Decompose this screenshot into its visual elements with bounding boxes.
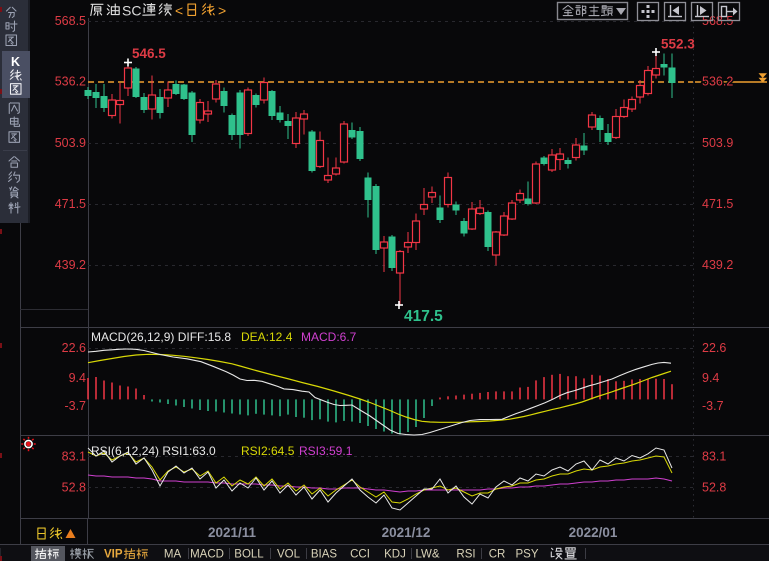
svg-text:>: > bbox=[218, 3, 226, 19]
svg-text:83.1: 83.1 bbox=[62, 450, 86, 464]
svg-text:22.6: 22.6 bbox=[62, 341, 86, 355]
svg-text:536.2: 536.2 bbox=[702, 75, 733, 89]
svg-text:9.4: 9.4 bbox=[69, 371, 86, 385]
svg-text:VIP: VIP bbox=[104, 549, 123, 561]
svg-text:RSI2:64.5: RSI2:64.5 bbox=[241, 444, 295, 458]
svg-text:439.2: 439.2 bbox=[55, 258, 86, 272]
svg-text:MACD(26,12,9) DIFF:15.8: MACD(26,12,9) DIFF:15.8 bbox=[91, 330, 231, 344]
svg-text:CCI: CCI bbox=[350, 549, 370, 561]
svg-text:MACD:6.7: MACD:6.7 bbox=[301, 330, 357, 344]
svg-text:417.5: 417.5 bbox=[404, 308, 443, 325]
svg-text:546.5: 546.5 bbox=[132, 46, 166, 61]
svg-text:<: < bbox=[175, 3, 183, 19]
svg-text:2021/12: 2021/12 bbox=[382, 525, 431, 540]
svg-text:536.2: 536.2 bbox=[55, 75, 86, 89]
svg-text:BIAS: BIAS bbox=[311, 549, 338, 561]
svg-text:MACD: MACD bbox=[190, 549, 224, 561]
svg-text:RSI: RSI bbox=[456, 549, 475, 561]
svg-text:52.8: 52.8 bbox=[702, 481, 726, 495]
svg-text:503.9: 503.9 bbox=[702, 136, 733, 150]
svg-text:568.5: 568.5 bbox=[55, 14, 86, 28]
svg-text:RSI(6,12,24) RSI1:63.0: RSI(6,12,24) RSI1:63.0 bbox=[91, 444, 216, 458]
svg-text:9.4: 9.4 bbox=[702, 371, 719, 385]
svg-text:CR: CR bbox=[489, 549, 506, 561]
svg-text:568.5: 568.5 bbox=[702, 14, 733, 28]
svg-text:KDJ: KDJ bbox=[384, 549, 406, 561]
svg-text:439.2: 439.2 bbox=[702, 258, 733, 272]
svg-text:83.1: 83.1 bbox=[702, 450, 726, 464]
svg-text:-3.7: -3.7 bbox=[702, 399, 724, 413]
svg-text:471.5: 471.5 bbox=[702, 197, 733, 211]
svg-text:503.9: 503.9 bbox=[55, 136, 86, 150]
svg-text:RSI3:59.1: RSI3:59.1 bbox=[299, 444, 353, 458]
svg-text:MA: MA bbox=[164, 549, 182, 561]
svg-text:LW&: LW& bbox=[415, 549, 439, 561]
svg-text:2021/11: 2021/11 bbox=[208, 525, 257, 540]
svg-text:2022/01: 2022/01 bbox=[569, 525, 618, 540]
svg-text:52.8: 52.8 bbox=[62, 481, 86, 495]
svg-text:471.5: 471.5 bbox=[55, 197, 86, 211]
svg-text:K: K bbox=[11, 55, 20, 69]
svg-text:SC: SC bbox=[122, 3, 141, 19]
svg-text:-3.7: -3.7 bbox=[64, 399, 86, 413]
svg-text:PSY: PSY bbox=[515, 549, 538, 561]
svg-text:22.6: 22.6 bbox=[702, 341, 726, 355]
svg-text:DEA:12.4: DEA:12.4 bbox=[241, 330, 293, 344]
svg-text:BOLL: BOLL bbox=[234, 549, 264, 561]
svg-text:552.3: 552.3 bbox=[661, 37, 695, 52]
svg-text:VOL: VOL bbox=[277, 549, 301, 561]
